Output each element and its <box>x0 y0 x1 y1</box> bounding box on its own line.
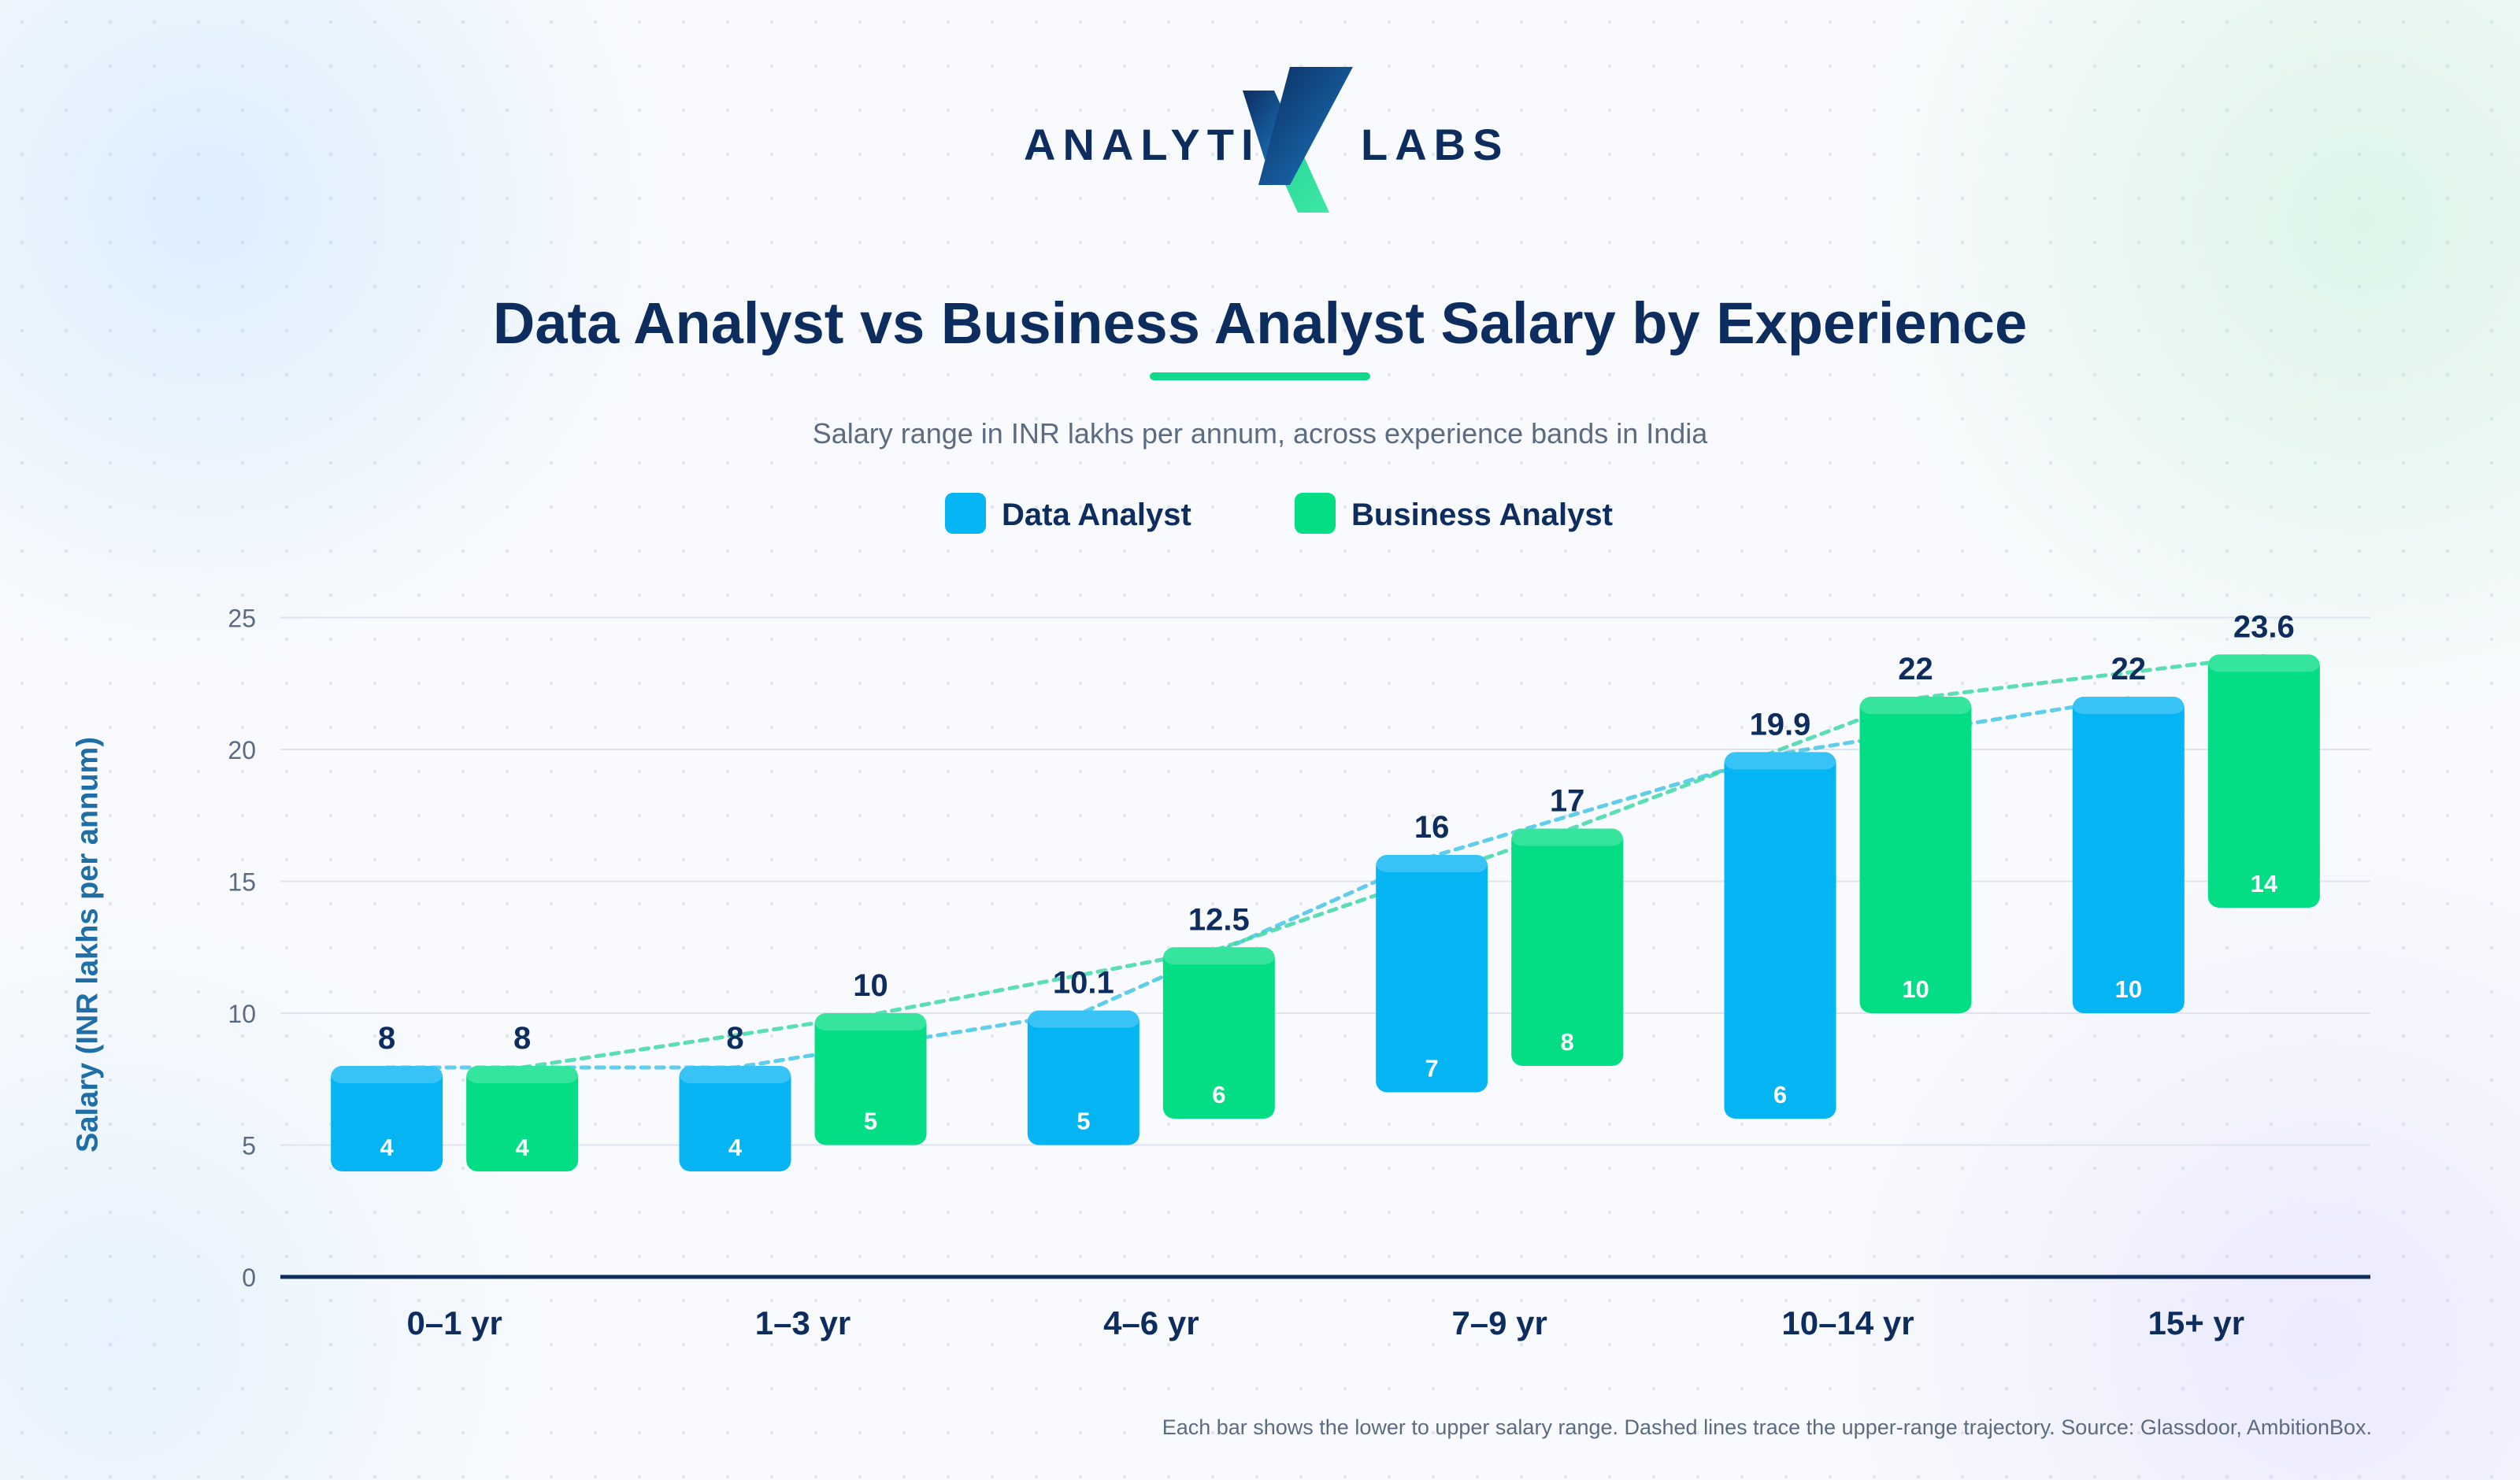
bar-business-analyst <box>1511 828 1624 1066</box>
bar-cap-data-analyst <box>1376 855 1488 872</box>
bar-high-label-business-analyst: 8 <box>513 1021 531 1056</box>
bar-cap-data-analyst <box>1724 752 1836 770</box>
analytixlabs-logo: ANALYTI LABS <box>1016 67 1504 213</box>
bar-low-label-business-analyst: 10 <box>1902 975 1929 1003</box>
footnote: Each bar shows the lower to upper salary… <box>1162 1415 2372 1439</box>
bar-low-label-data-analyst: 5 <box>1077 1108 1090 1135</box>
logo-left-word: ANALYTI <box>1024 120 1261 169</box>
title-underline <box>1150 372 1370 380</box>
bar-low-label-data-analyst: 10 <box>2115 975 2142 1003</box>
bar-business-analyst <box>1859 697 1972 1013</box>
legend-label-business-analyst: Business Analyst <box>1351 498 1613 532</box>
bar-low-label-data-analyst: 4 <box>380 1134 395 1161</box>
y-tick-label: 20 <box>228 736 256 764</box>
bar-high-label-data-analyst: 16 <box>1414 810 1450 845</box>
bar-high-label-business-analyst: 12.5 <box>1188 902 1250 937</box>
bar-low-label-business-analyst: 4 <box>516 1134 530 1161</box>
x-tick-label: 7–9 yr <box>1451 1304 1547 1341</box>
bar-cap-business-analyst <box>2207 654 2320 672</box>
y-tick-label: 25 <box>228 605 256 633</box>
x-tick-label: 15+ yr <box>2148 1304 2245 1341</box>
bar-business-analyst <box>814 1013 927 1145</box>
logo-right-word: LABS <box>1361 120 1510 169</box>
chart-subtitle: Salary range in INR lakhs per annum, acr… <box>812 417 1708 450</box>
legend-label-data-analyst: Data Analyst <box>1002 498 1191 532</box>
bar-high-label-business-analyst: 23.6 <box>2233 609 2295 644</box>
bar-data-analyst <box>679 1066 791 1171</box>
bar-cap-business-analyst <box>814 1013 927 1030</box>
chart-title: Data Analyst vs Business Analyst Salary … <box>492 290 2028 356</box>
bar-data-analyst <box>1724 752 1836 1119</box>
bar-business-analyst <box>466 1066 579 1171</box>
bar-cap-business-analyst <box>466 1066 579 1083</box>
bar-data-analyst <box>331 1066 443 1171</box>
bar-data-analyst <box>1376 855 1488 1093</box>
bar-high-label-data-analyst: 8 <box>726 1021 743 1056</box>
bar-cap-business-analyst <box>1162 947 1275 965</box>
legend-swatch-business-analyst <box>1295 493 1336 534</box>
y-tick-label: 15 <box>228 868 256 897</box>
bar-high-label-business-analyst: 17 <box>1550 784 1585 819</box>
bar-cap-data-analyst <box>1027 1010 1140 1028</box>
bar-low-label-business-analyst: 6 <box>1212 1081 1225 1108</box>
bar-low-label-business-analyst: 5 <box>864 1108 877 1135</box>
bar-high-label-data-analyst: 22 <box>2111 652 2147 686</box>
bar-cap-data-analyst <box>679 1066 791 1083</box>
bar-data-analyst <box>2072 697 2185 1013</box>
x-tick-label: 1–3 yr <box>755 1304 850 1341</box>
bar-cap-business-analyst <box>1859 697 1972 714</box>
bar-low-label-data-analyst: 6 <box>1773 1081 1787 1108</box>
bar-business-analyst <box>2207 654 2320 908</box>
bar-low-label-data-analyst: 7 <box>1425 1055 1439 1082</box>
bar-low-label-business-analyst: 14 <box>2251 870 2278 897</box>
bar-low-label-data-analyst: 4 <box>728 1134 743 1161</box>
x-tick-label: 10–14 yr <box>1781 1304 1914 1341</box>
logo-x-mark <box>1243 67 1353 213</box>
bar-cap-data-analyst <box>331 1066 443 1083</box>
y-tick-label: 5 <box>242 1132 256 1160</box>
bar-high-label-business-analyst: 22 <box>1898 652 1933 686</box>
y-tick-label: 0 <box>242 1264 256 1292</box>
y-tick-label: 10 <box>228 1000 256 1028</box>
bar-data-analyst <box>1027 1010 1140 1145</box>
bar-cap-business-analyst <box>1511 828 1624 846</box>
bar-business-analyst <box>1162 947 1275 1119</box>
x-tick-label: 0–1 yr <box>406 1304 502 1341</box>
bar-high-label-data-analyst: 10.1 <box>1053 966 1114 1001</box>
bar-high-label-data-analyst: 8 <box>378 1021 395 1056</box>
bar-cap-data-analyst <box>2072 697 2185 714</box>
legend-swatch-data-analyst <box>945 493 986 534</box>
bar-high-label-data-analyst: 19.9 <box>1750 707 1811 742</box>
bar-low-label-business-analyst: 8 <box>1561 1028 1574 1056</box>
bar-high-label-business-analyst: 10 <box>853 968 888 1003</box>
x-tick-label: 4–6 yr <box>1103 1304 1199 1341</box>
